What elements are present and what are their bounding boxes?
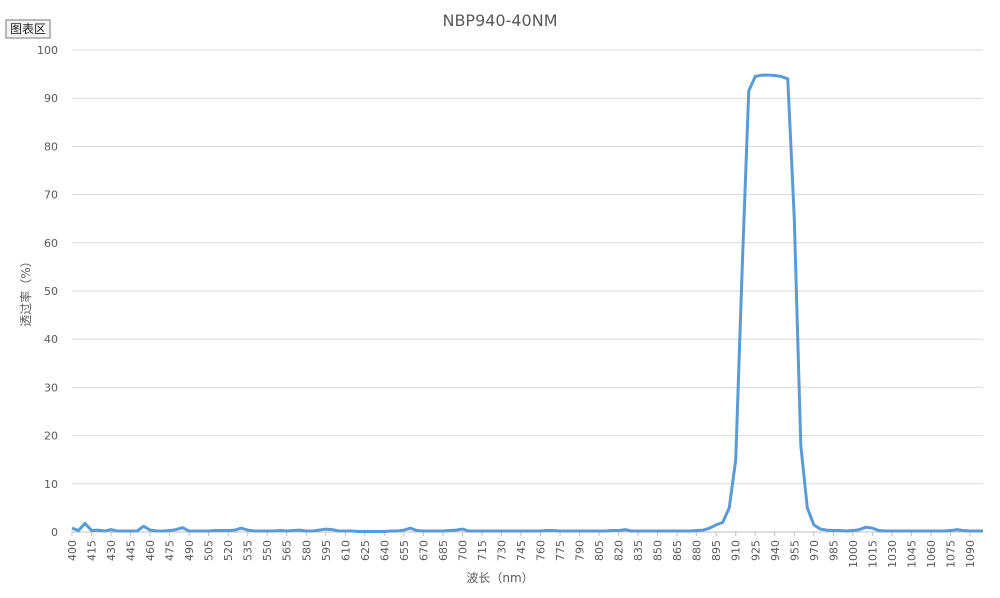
x-tick-label: 1060 — [925, 540, 938, 568]
x-tick-label: 700 — [456, 540, 469, 561]
x-tick-label: 790 — [574, 540, 587, 561]
x-tick-label: 835 — [632, 540, 645, 561]
x-tick-label: 910 — [730, 540, 743, 561]
x-tick-label: 985 — [827, 540, 840, 561]
x-tick-label: 1075 — [944, 540, 957, 568]
x-tick-label: 610 — [339, 540, 352, 561]
x-tick-label: 865 — [671, 540, 684, 561]
x-tick-label: 640 — [378, 540, 391, 561]
x-tick-label: 970 — [808, 540, 821, 561]
series-line — [71, 73, 983, 534]
x-axis-label: 波长（nm） — [466, 571, 533, 585]
x-tick-label: 625 — [359, 540, 372, 561]
x-tick-label: 655 — [398, 540, 411, 561]
chart-title: NBP940-40NM — [442, 11, 557, 30]
x-tick-label: 775 — [554, 540, 567, 561]
x-tick-label: 595 — [320, 540, 333, 561]
x-tick-label: 820 — [613, 540, 626, 561]
x-tick-label: 1045 — [905, 540, 918, 568]
x-tick-label: 880 — [691, 540, 704, 561]
x-tick-label: 1030 — [886, 540, 899, 568]
y-tick-label: 0 — [51, 526, 58, 539]
x-tick-label: 715 — [476, 540, 489, 561]
x-tick-label: 490 — [183, 540, 196, 561]
x-tick-label: 805 — [593, 540, 606, 561]
y-tick-label: 60 — [44, 237, 58, 250]
y-tick-label: 100 — [37, 44, 58, 57]
x-tick-label: 850 — [652, 540, 665, 561]
x-tick-label: 760 — [535, 540, 548, 561]
y-tick-label: 90 — [44, 92, 58, 105]
badge-box — [5, 19, 51, 39]
x-tick-label: 505 — [203, 540, 216, 561]
x-tick-label: 1090 — [964, 540, 977, 568]
y-tick-label: 10 — [44, 478, 58, 491]
x-tick-label: 565 — [281, 540, 294, 561]
y-tick-label: 40 — [44, 333, 58, 346]
x-tick-label: 415 — [86, 540, 99, 561]
x-tick-label: 745 — [515, 540, 528, 561]
badge: 图表区 — [10, 22, 46, 36]
x-tick-label: 895 — [710, 540, 723, 561]
x-tick-label: 550 — [261, 540, 274, 561]
x-tick-label: 1015 — [866, 540, 879, 568]
x-tick-label: 685 — [437, 540, 450, 561]
x-tick-label: 400 — [66, 540, 79, 561]
x-tick-label: 1000 — [847, 540, 860, 568]
x-tick-label: 460 — [144, 540, 157, 561]
x-tick-label: 520 — [222, 540, 235, 561]
y-tick-label: 50 — [44, 285, 58, 298]
x-tick-label: 475 — [164, 540, 177, 561]
x-tick-label: 940 — [769, 540, 782, 561]
x-tick-label: 535 — [242, 540, 255, 561]
y-tick-label: 80 — [44, 140, 58, 153]
x-tick-label: 925 — [749, 540, 762, 561]
x-tick-label: 955 — [788, 540, 801, 561]
x-tick-label: 730 — [495, 540, 508, 561]
x-tick-label: 430 — [105, 540, 118, 561]
y-tick-label: 30 — [44, 381, 58, 394]
y-axis-label: 透过率（%） — [18, 255, 33, 326]
y-tick-label: 20 — [44, 430, 58, 443]
x-tick-label: 670 — [417, 540, 430, 561]
x-tick-label: 445 — [125, 540, 138, 561]
y-tick-label: 70 — [44, 189, 58, 202]
x-tick-label: 580 — [300, 540, 313, 561]
